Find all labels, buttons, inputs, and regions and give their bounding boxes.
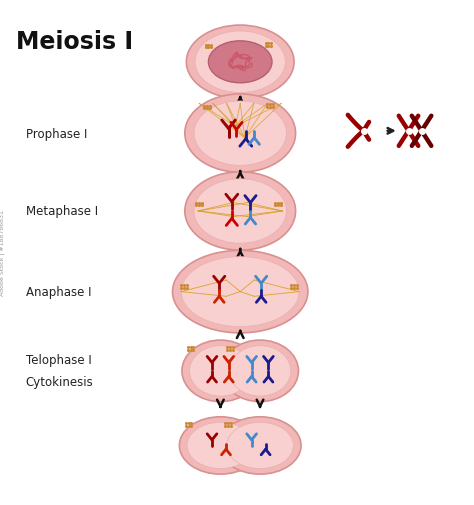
Ellipse shape — [181, 257, 299, 327]
Text: Metaphase I: Metaphase I — [26, 205, 98, 218]
Text: Adobe Stock | #188786831: Adobe Stock | #188786831 — [0, 210, 5, 295]
Ellipse shape — [219, 417, 301, 474]
Text: Meiosis I: Meiosis I — [17, 30, 134, 54]
Ellipse shape — [185, 95, 296, 173]
Ellipse shape — [209, 42, 272, 84]
Ellipse shape — [173, 251, 308, 333]
Ellipse shape — [221, 340, 299, 402]
Ellipse shape — [186, 26, 294, 99]
Ellipse shape — [182, 340, 259, 402]
Ellipse shape — [185, 173, 296, 250]
Text: Cytokinesis: Cytokinesis — [26, 375, 93, 388]
Ellipse shape — [179, 417, 262, 474]
Text: Anaphase I: Anaphase I — [26, 285, 91, 298]
Text: Telophase I: Telophase I — [26, 353, 91, 366]
Ellipse shape — [229, 346, 291, 396]
Ellipse shape — [195, 32, 285, 93]
Ellipse shape — [194, 102, 286, 166]
Ellipse shape — [227, 423, 293, 469]
Ellipse shape — [194, 179, 286, 243]
Ellipse shape — [187, 423, 254, 469]
Text: Prophase I: Prophase I — [26, 127, 87, 140]
Ellipse shape — [190, 346, 251, 396]
